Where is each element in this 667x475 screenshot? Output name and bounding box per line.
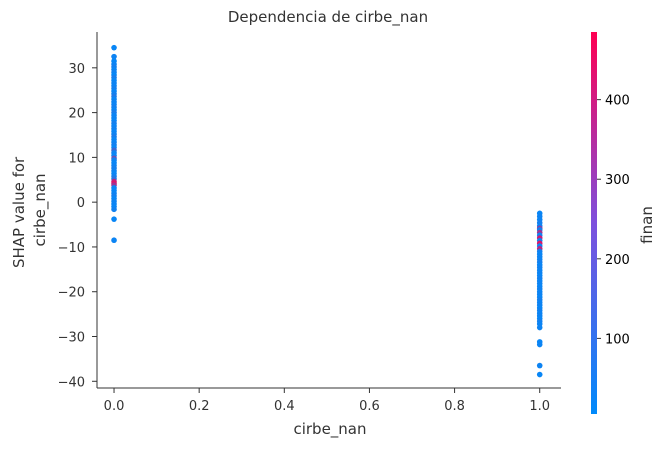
x-tick-label: 0.2 bbox=[189, 399, 210, 414]
scatter-point bbox=[536, 371, 543, 378]
x-tick-label: 0.6 bbox=[359, 399, 380, 414]
colorbar-tick-label: 300 bbox=[605, 173, 630, 188]
colorbar: 100 200 300 400 finan bbox=[591, 32, 656, 414]
scatter-point bbox=[536, 362, 543, 369]
x-axis-label: cirbe_nan bbox=[293, 420, 366, 439]
scatter-point bbox=[536, 341, 543, 348]
y-tick-label: −20 bbox=[58, 286, 85, 301]
x-tick-label: 0.4 bbox=[274, 399, 295, 414]
y-tick-label: 0 bbox=[77, 196, 85, 211]
y-axis-label-line-2: cirbe_nan bbox=[31, 173, 50, 246]
scatter-point bbox=[111, 44, 117, 51]
colorbar-tick-label: 200 bbox=[605, 253, 630, 268]
y-axis-label-line-1: SHAP value for bbox=[10, 156, 28, 268]
x-tick-label: 0.8 bbox=[444, 399, 465, 414]
scatter-point bbox=[111, 206, 117, 213]
y-tick-label: −40 bbox=[58, 375, 85, 390]
y-tick-label: 10 bbox=[68, 151, 85, 166]
y-tick-label: −30 bbox=[58, 331, 85, 346]
colorbar-gradient bbox=[591, 32, 597, 414]
scatter-point bbox=[111, 53, 117, 60]
colorbar-label: finan bbox=[638, 206, 656, 244]
scatter-point bbox=[111, 216, 117, 222]
y-axis-label: SHAP value for cirbe_nan bbox=[10, 152, 50, 268]
colorbar-tick-label: 100 bbox=[605, 332, 630, 347]
scatter-points bbox=[111, 44, 543, 378]
scatter-point bbox=[536, 324, 543, 331]
colorbar-tick-label: 400 bbox=[605, 94, 630, 109]
x-tick-label: 0.0 bbox=[104, 399, 125, 414]
y-ticks: 30 20 10 0 −10 −20 −30 −40 bbox=[58, 62, 97, 390]
plot-area: 0.0 0.2 0.4 0.6 0.8 1.0 30 20 10 0 −10 −20 −30 −40 bbox=[58, 32, 561, 414]
y-tick-label: 20 bbox=[68, 107, 85, 122]
x-ticks: 0.0 0.2 0.4 0.6 0.8 1.0 bbox=[104, 388, 550, 414]
chart-title: Dependencia de cirbe_nan bbox=[228, 8, 428, 27]
x-tick-label: 1.0 bbox=[529, 399, 550, 414]
colorbar-ticks: 100 200 300 400 bbox=[597, 94, 630, 347]
y-tick-label: −10 bbox=[58, 241, 85, 256]
scatter-point bbox=[111, 237, 117, 244]
y-tick-label: 30 bbox=[68, 62, 85, 77]
